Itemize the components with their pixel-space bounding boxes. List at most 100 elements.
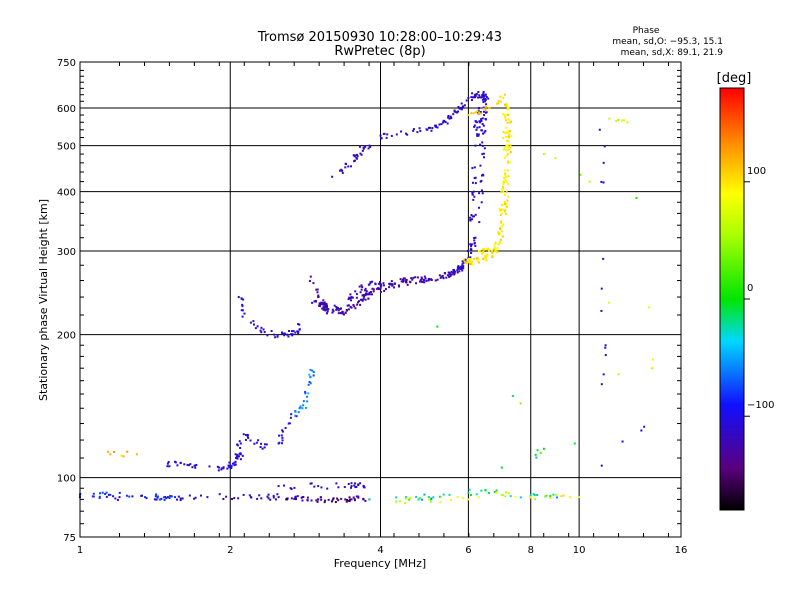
data-point bbox=[482, 124, 485, 127]
data-point bbox=[345, 308, 348, 311]
data-point bbox=[473, 124, 476, 127]
data-point bbox=[362, 297, 365, 300]
data-point bbox=[480, 129, 483, 132]
data-point bbox=[477, 206, 480, 209]
data-point bbox=[507, 135, 510, 138]
data-point bbox=[508, 161, 511, 164]
data-point bbox=[502, 180, 505, 183]
y-tick-label: 600 bbox=[57, 104, 76, 115]
data-point bbox=[499, 228, 502, 231]
data-point bbox=[218, 493, 221, 496]
data-point bbox=[310, 482, 313, 485]
data-point bbox=[468, 259, 471, 262]
data-point bbox=[240, 309, 243, 312]
data-point bbox=[494, 250, 497, 253]
x-tick-label: 4 bbox=[377, 545, 383, 556]
data-point bbox=[471, 191, 474, 194]
x-tick-label: 8 bbox=[528, 545, 534, 556]
data-point bbox=[267, 497, 270, 500]
data-point bbox=[331, 308, 334, 311]
data-point bbox=[470, 214, 473, 217]
data-point bbox=[502, 185, 505, 188]
data-point bbox=[506, 149, 509, 152]
data-point bbox=[377, 282, 380, 285]
data-point bbox=[306, 400, 309, 403]
data-point bbox=[482, 110, 485, 113]
data-point bbox=[233, 464, 236, 467]
data-point bbox=[238, 440, 241, 443]
data-point bbox=[499, 209, 502, 212]
data-point bbox=[109, 493, 112, 496]
data-point bbox=[483, 114, 486, 117]
data-point bbox=[500, 212, 503, 215]
data-point bbox=[320, 486, 323, 489]
data-point bbox=[297, 323, 300, 326]
data-point bbox=[122, 455, 125, 458]
data-point bbox=[498, 240, 501, 243]
data-point bbox=[390, 280, 393, 283]
data-point bbox=[308, 381, 311, 384]
data-point bbox=[470, 99, 473, 102]
data-point bbox=[448, 275, 451, 278]
data-point bbox=[479, 110, 482, 113]
data-point bbox=[447, 114, 450, 117]
data-point bbox=[476, 110, 479, 113]
x-axis-ticks: 1 2 4 6 8 10 16 bbox=[77, 545, 688, 556]
data-point bbox=[341, 310, 344, 313]
data-point bbox=[529, 493, 532, 496]
data-point bbox=[499, 213, 502, 216]
data-point bbox=[229, 465, 232, 468]
data-point bbox=[354, 290, 357, 293]
data-point bbox=[277, 496, 280, 499]
data-point bbox=[617, 373, 620, 376]
data-point bbox=[417, 498, 420, 501]
data-point bbox=[427, 498, 430, 501]
data-point bbox=[243, 312, 246, 315]
data-point bbox=[499, 232, 502, 235]
data-point bbox=[500, 191, 503, 194]
chart-subtitle: RwPretec (8p) bbox=[334, 44, 425, 59]
data-point bbox=[405, 278, 408, 281]
data-point bbox=[504, 179, 507, 182]
data-point bbox=[218, 466, 221, 469]
data-point bbox=[364, 287, 367, 290]
data-point bbox=[648, 306, 651, 309]
data-point bbox=[317, 485, 320, 488]
data-point bbox=[241, 454, 244, 457]
data-point bbox=[481, 94, 484, 97]
data-point bbox=[475, 93, 478, 96]
data-point bbox=[509, 121, 512, 124]
data-point bbox=[505, 135, 508, 138]
data-point bbox=[412, 128, 415, 131]
data-point bbox=[308, 373, 311, 376]
data-point bbox=[495, 491, 498, 494]
data-point bbox=[434, 125, 437, 128]
data-point bbox=[309, 375, 312, 378]
data-point bbox=[508, 148, 511, 151]
data-point bbox=[449, 115, 452, 118]
data-point bbox=[419, 280, 422, 283]
data-point bbox=[473, 236, 476, 239]
data-point bbox=[302, 404, 305, 407]
data-point bbox=[300, 496, 303, 499]
data-point bbox=[259, 446, 262, 449]
data-point bbox=[357, 495, 360, 498]
data-point bbox=[278, 434, 281, 437]
data-point bbox=[469, 263, 472, 266]
data-point bbox=[260, 497, 263, 500]
data-point bbox=[346, 304, 349, 307]
data-point bbox=[261, 447, 264, 450]
data-point bbox=[602, 257, 605, 260]
data-point bbox=[340, 497, 343, 500]
data-point bbox=[155, 493, 158, 496]
data-point bbox=[552, 493, 555, 496]
data-point bbox=[354, 486, 357, 489]
data-point bbox=[323, 307, 326, 310]
data-point bbox=[480, 189, 483, 192]
data-point bbox=[369, 145, 372, 148]
data-point bbox=[496, 102, 499, 105]
data-point bbox=[604, 346, 607, 349]
data-point bbox=[500, 208, 503, 211]
data-point bbox=[356, 153, 359, 156]
